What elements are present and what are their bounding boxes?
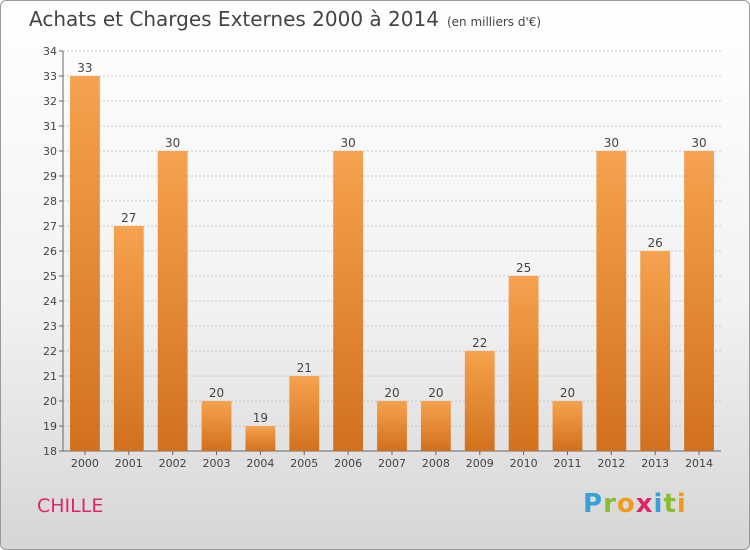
x-tick-label-2002: 2002 (159, 457, 187, 470)
value-label-2013: 26 (648, 236, 663, 250)
x-tick-label-2013: 2013 (641, 457, 669, 470)
x-tick-label-2011: 2011 (553, 457, 581, 470)
logo-letter: o (616, 489, 636, 519)
x-tick-label-2007: 2007 (378, 457, 406, 470)
x-tick-label-2009: 2009 (466, 457, 494, 470)
value-label-2003: 20 (209, 386, 224, 400)
value-label-2004: 19 (253, 411, 268, 425)
value-label-2006: 30 (340, 136, 355, 150)
bar-2008 (420, 401, 451, 451)
x-tick-label-2005: 2005 (290, 457, 318, 470)
y-tick-label: 29 (43, 170, 57, 183)
bar-2002 (157, 151, 188, 451)
bar-2006 (333, 151, 364, 451)
city-name: CHILLE (37, 495, 104, 517)
chart-unit: (en milliers d'€) (446, 15, 542, 29)
logo-letter: P (583, 489, 604, 519)
value-labels: 33 27 30 20 19 21 30 20 20 22 25 20 30 26 30 (77, 61, 706, 425)
x-tick-label-2014: 2014 (685, 457, 713, 470)
bar-2012 (596, 151, 627, 451)
y-tick-label: 27 (43, 220, 57, 233)
y-tick-label: 30 (43, 145, 57, 158)
logo-letter: i (676, 489, 687, 519)
logo-letter: r (603, 489, 617, 519)
value-label-2002: 30 (165, 136, 180, 150)
bar-2004 (245, 426, 276, 451)
y-tick-label: 28 (43, 195, 57, 208)
bar-2009 (464, 351, 495, 451)
bar-2003 (201, 401, 232, 451)
y-tick-label: 20 (43, 395, 57, 408)
bar-2001 (113, 226, 144, 451)
y-tick-label: 19 (43, 420, 57, 433)
y-tick-label: 33 (43, 70, 57, 83)
bar-2005 (289, 376, 320, 451)
x-tick-label-2010: 2010 (510, 457, 538, 470)
value-label-2007: 20 (384, 386, 399, 400)
chart-title: Achats et Charges Externes 2000 à 2014 (e… (29, 7, 541, 31)
bar-2010 (508, 276, 539, 451)
bar-2014 (684, 151, 714, 451)
x-tick-label-2008: 2008 (422, 457, 450, 470)
value-label-2012: 30 (604, 136, 619, 150)
x-tick-label-2001: 2001 (115, 457, 143, 470)
bars (70, 76, 714, 451)
x-tick-label-2004: 2004 (246, 457, 274, 470)
value-label-2000: 33 (77, 61, 92, 75)
value-label-2009: 22 (472, 336, 487, 350)
y-tick-label: 32 (43, 95, 57, 108)
logo-letter: x (635, 489, 654, 519)
value-label-2008: 20 (428, 386, 443, 400)
value-label-2001: 27 (121, 211, 136, 225)
logo-letter: i (653, 489, 664, 519)
bar-2000 (70, 76, 100, 451)
y-tick-label: 26 (43, 245, 57, 258)
bar-2013 (640, 251, 671, 451)
chart-title-text: Achats et Charges Externes 2000 à 2014 (29, 7, 439, 31)
y-tick-label: 22 (43, 345, 57, 358)
bar-2011 (552, 401, 583, 451)
proxiti-logo: Proxiti (583, 489, 687, 519)
value-label-2010: 25 (516, 261, 531, 275)
value-label-2005: 21 (297, 361, 312, 375)
y-tick-label: 25 (43, 270, 57, 283)
x-tick-label-2000: 2000 (71, 457, 99, 470)
x-tick-label-2012: 2012 (597, 457, 625, 470)
x-tick-label-2003: 2003 (203, 457, 231, 470)
y-tick-label: 31 (43, 120, 57, 133)
y-tick-label: 24 (43, 295, 57, 308)
bar-2007 (377, 401, 407, 451)
y-tick-label: 21 (43, 370, 57, 383)
logo-letter: t (663, 489, 677, 519)
x-tick-label-2006: 2006 (334, 457, 362, 470)
y-tick-label: 23 (43, 320, 57, 333)
y-tick-label: 18 (43, 445, 57, 458)
value-label-2014: 30 (691, 136, 706, 150)
value-label-2011: 20 (560, 386, 575, 400)
y-tick-label: 34 (43, 45, 57, 58)
